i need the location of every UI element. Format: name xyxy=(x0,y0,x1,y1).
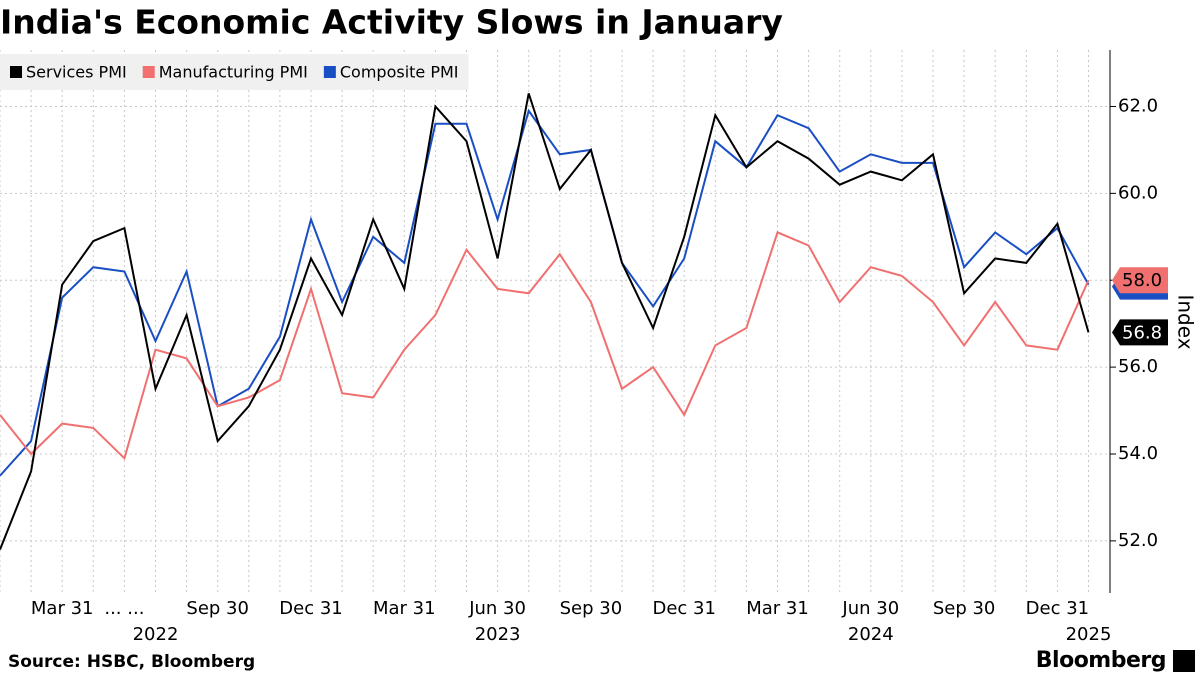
y-axis-label: Index xyxy=(1174,294,1198,349)
legend-swatch xyxy=(10,66,22,78)
series-line xyxy=(0,108,1090,477)
brand: Bloomberg xyxy=(1036,648,1166,673)
x-tick-label: Dec 31 xyxy=(652,598,715,619)
legend-swatch xyxy=(323,66,336,78)
legend-box xyxy=(0,54,469,90)
y-tick-label: 56.0 xyxy=(1118,356,1158,377)
end-tag-label: 56.8 xyxy=(1122,322,1162,343)
brand-icon xyxy=(1173,650,1195,672)
x-tick-label: Sep 30 xyxy=(560,598,623,619)
legend-swatch xyxy=(142,66,155,78)
x-tick-label: Mar 31 xyxy=(746,598,809,619)
y-tick-label: 60.0 xyxy=(1118,182,1158,203)
x-tick-label: Mar 31 xyxy=(373,598,436,619)
chart-title: India's Economic Activity Slows in Janua… xyxy=(0,3,783,42)
legend-label: Composite PMI xyxy=(340,63,459,82)
series-line xyxy=(0,93,1090,550)
x-tick-label: Sep 30 xyxy=(933,598,996,619)
x-tick-label: Jun 30 xyxy=(841,598,899,619)
x-tick-label: Dec 31 xyxy=(279,598,342,619)
x-tick-label: Dec 31 xyxy=(1026,598,1089,619)
legend-label: Services PMI xyxy=(26,63,127,82)
end-tag-label: 58.0 xyxy=(1122,270,1162,291)
series-line xyxy=(0,231,1090,461)
y-tick-label: 52.0 xyxy=(1118,530,1158,551)
x-tick-label: Jun 30 xyxy=(468,598,526,619)
end-tag xyxy=(1112,267,1168,294)
y-tick-label: 62.0 xyxy=(1118,95,1158,116)
source: Source: HSBC, Bloomberg xyxy=(8,652,255,672)
x-tick-label: ... ... xyxy=(104,598,144,619)
x-tick-label: Sep 30 xyxy=(186,598,249,619)
x-year-label: 2024 xyxy=(848,624,894,645)
x-year-label: 2025 xyxy=(1066,624,1112,645)
x-year-label: 2023 xyxy=(475,624,521,645)
legend-label: Manufacturing PMI xyxy=(159,63,308,82)
y-tick-label: 54.0 xyxy=(1118,443,1158,464)
x-tick-label: Mar 31 xyxy=(31,598,94,619)
end-tag xyxy=(1112,319,1168,346)
x-year-label: 2022 xyxy=(133,624,179,645)
